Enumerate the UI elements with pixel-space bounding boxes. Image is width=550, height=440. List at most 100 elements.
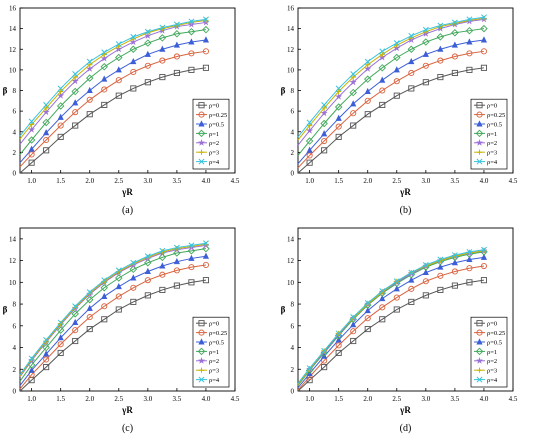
data-point bbox=[451, 41, 458, 48]
legend-label: ρ=0.5 bbox=[209, 339, 224, 346]
data-point bbox=[379, 76, 386, 83]
y-tick-label: 0 bbox=[13, 170, 17, 178]
y-tick-label: 0 bbox=[291, 170, 295, 178]
legend-marker bbox=[198, 320, 205, 327]
data-point bbox=[480, 262, 487, 270]
y-tick-label: 0 bbox=[13, 388, 17, 396]
series-line bbox=[297, 18, 485, 146]
data-point bbox=[437, 45, 444, 52]
x-tick-label: 3.0 bbox=[421, 177, 430, 185]
data-point bbox=[202, 252, 210, 259]
data-point bbox=[379, 294, 386, 302]
data-point bbox=[57, 133, 64, 140]
data-point bbox=[159, 45, 166, 52]
data-point bbox=[28, 145, 35, 152]
data-point bbox=[173, 69, 180, 77]
data-point bbox=[451, 252, 458, 259]
data-point bbox=[86, 326, 93, 333]
x-tick-label: 4.5 bbox=[231, 395, 240, 403]
data-point bbox=[378, 64, 386, 72]
data-point bbox=[408, 32, 415, 39]
data-point bbox=[364, 306, 371, 314]
data-point bbox=[364, 58, 371, 65]
legend-label: ρ=1 bbox=[487, 349, 497, 356]
legend-marker bbox=[198, 120, 205, 127]
legend-marker bbox=[476, 376, 483, 383]
data-point bbox=[27, 136, 36, 144]
legend: ρ=0 ρ=0.25 ρ=0.5 ρ=1 ρ=2 ρ=3 ρ=4 bbox=[192, 98, 230, 170]
data-point bbox=[305, 137, 314, 145]
data-point bbox=[144, 253, 151, 260]
data-point bbox=[393, 53, 401, 62]
chart-panel: 1.0 1.5 2.0 2.5 3.0 3.5 4.0 4.5 0 2 4 6 8 10 12 14 β γR ρ=… bbox=[281, 227, 518, 434]
x-tick-label: 3.5 bbox=[173, 177, 182, 185]
data-point bbox=[451, 29, 459, 37]
data-point bbox=[335, 342, 342, 349]
legend-label: ρ=0.25 bbox=[487, 112, 505, 119]
x-tick-label: 2.0 bbox=[85, 177, 94, 185]
data-point bbox=[144, 267, 151, 274]
data-point bbox=[451, 268, 458, 275]
series-line bbox=[297, 28, 485, 156]
series-line bbox=[297, 67, 485, 174]
data-point bbox=[334, 92, 343, 100]
data-point bbox=[350, 122, 357, 129]
data-point bbox=[480, 277, 487, 284]
data-point bbox=[202, 261, 209, 268]
data-point bbox=[465, 26, 474, 35]
data-point bbox=[335, 330, 342, 337]
series-line bbox=[297, 249, 485, 384]
legend-marker bbox=[198, 102, 205, 109]
data-point bbox=[43, 336, 50, 343]
data-point bbox=[437, 22, 444, 29]
data-point bbox=[422, 261, 429, 268]
data-point bbox=[43, 350, 50, 357]
data-point bbox=[130, 274, 137, 281]
y-tick-label: 6 bbox=[13, 108, 17, 116]
data-point bbox=[202, 36, 210, 43]
data-point bbox=[202, 16, 209, 23]
x-axis-label: γR bbox=[121, 187, 133, 197]
legend-label: ρ=4 bbox=[209, 159, 220, 166]
data-point bbox=[43, 129, 50, 136]
data-point bbox=[334, 103, 343, 111]
data-point bbox=[321, 347, 328, 354]
data-point bbox=[86, 289, 93, 296]
data-point bbox=[349, 78, 357, 86]
data-point bbox=[173, 53, 180, 60]
data-point bbox=[144, 39, 152, 47]
data-point bbox=[480, 64, 487, 71]
data-point bbox=[437, 74, 444, 81]
x-axis-label: γR bbox=[399, 405, 411, 415]
x-axis-label: γR bbox=[399, 187, 411, 197]
chart-panel: 1.0 1.5 2.0 2.5 3.0 3.5 4.0 4.5 0 2 4 6 8 10 12 14 β γR ρ=… bbox=[3, 227, 240, 434]
data-point bbox=[159, 271, 166, 278]
series-line bbox=[297, 50, 485, 169]
data-point bbox=[393, 40, 400, 47]
data-point bbox=[188, 254, 195, 261]
data-point bbox=[144, 259, 152, 267]
data-point bbox=[144, 292, 151, 299]
y-tick-label: 6 bbox=[291, 108, 295, 116]
data-point bbox=[56, 326, 65, 334]
data-point bbox=[408, 69, 415, 77]
legend-label: ρ=2 bbox=[487, 140, 497, 147]
data-point bbox=[437, 286, 444, 293]
data-point bbox=[173, 41, 180, 48]
data-point bbox=[57, 319, 64, 326]
data-point bbox=[159, 24, 166, 31]
data-point bbox=[115, 41, 122, 48]
data-point bbox=[115, 306, 122, 313]
legend-label: ρ=0.5 bbox=[487, 339, 502, 346]
plot-frame bbox=[297, 227, 514, 392]
data-point bbox=[43, 136, 50, 144]
data-point bbox=[364, 87, 371, 95]
y-tick-label: 6 bbox=[13, 322, 17, 330]
data-point bbox=[130, 85, 137, 92]
data-point bbox=[158, 253, 167, 262]
y-tick-label: 12 bbox=[287, 46, 295, 54]
data-point bbox=[422, 292, 429, 299]
data-point bbox=[393, 306, 400, 313]
legend-label: ρ=0 bbox=[487, 103, 497, 110]
data-point bbox=[159, 247, 166, 254]
